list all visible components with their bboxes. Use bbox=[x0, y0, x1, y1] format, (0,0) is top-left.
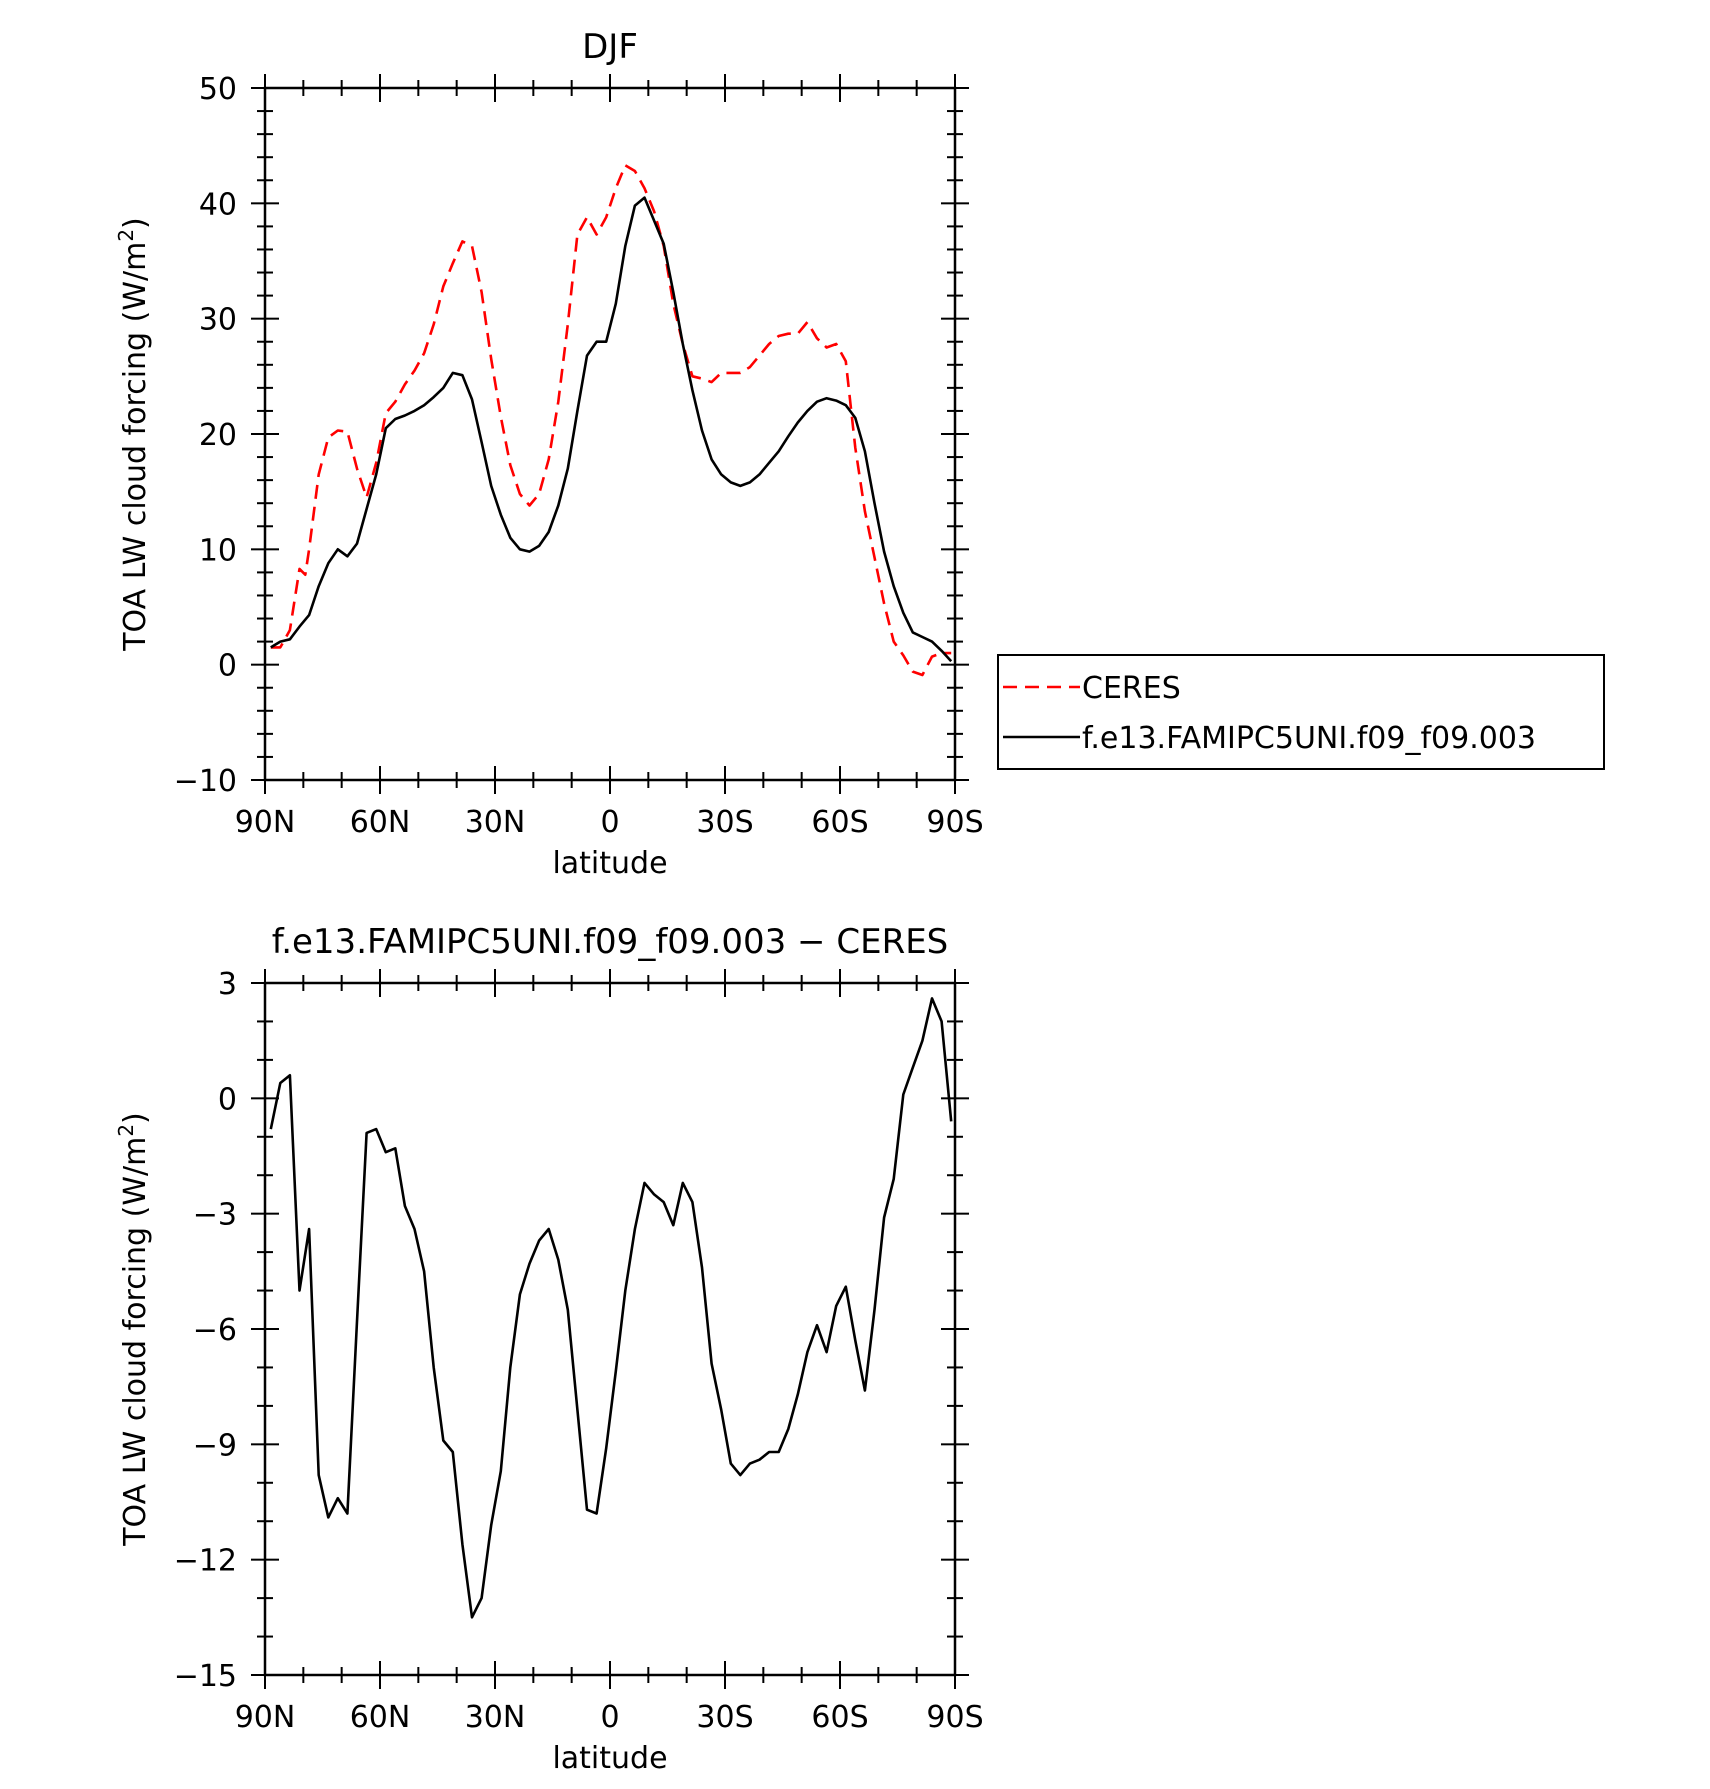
y-tick-label: 40 bbox=[199, 187, 237, 222]
x-tick-label: 60S bbox=[811, 805, 868, 840]
legend-box bbox=[997, 654, 1605, 770]
y-axis-label-text: TOA LW cloud forcing (W/m bbox=[118, 1137, 153, 1547]
y-axis-label-superscript: 2 bbox=[114, 1124, 138, 1137]
plot-frame bbox=[263, 981, 957, 1677]
x-tick-label: 30S bbox=[696, 1700, 753, 1735]
y-tick-label: 0 bbox=[218, 1082, 237, 1117]
y-tick-label: −6 bbox=[193, 1313, 237, 1348]
x-tick-label: 60S bbox=[811, 1700, 868, 1735]
x-axis-label: latitude bbox=[552, 846, 667, 881]
y-tick-label: 30 bbox=[199, 303, 237, 338]
x-tick-label: 90N bbox=[235, 805, 296, 840]
series-line-bottom bbox=[269, 997, 953, 1619]
top-panel-djf: DJF 90N 60N 30N 0 30S 60S 90S −10 0 10 20 30 40 50 lati… bbox=[114, 27, 984, 881]
x-tick-label: 0 bbox=[600, 1700, 619, 1735]
legend-label: f.e13.FAMIPC5UNI.f09_f09.003 bbox=[1082, 721, 1536, 756]
series-line-ceres bbox=[270, 164, 952, 677]
legend-label: CERES bbox=[1082, 671, 1181, 706]
chart-title: f.e13.FAMIPC5UNI.f09_f09.003 − CERES bbox=[272, 922, 949, 962]
x-tick-label: 30N bbox=[465, 805, 526, 840]
y-tick-label: −12 bbox=[174, 1544, 237, 1579]
y-tick-label: −9 bbox=[193, 1428, 237, 1463]
y-tick-label: 3 bbox=[218, 967, 237, 1002]
y-axis-label: TOA LW cloud forcing (W/m2) bbox=[114, 217, 153, 652]
bottom-panel-difference: f.e13.FAMIPC5UNI.f09_f09.003 − CERES 90N 6… bbox=[114, 922, 984, 1776]
x-tick-label: 30S bbox=[696, 805, 753, 840]
y-tick-label: 20 bbox=[199, 418, 237, 453]
x-tick-label: 90N bbox=[235, 1700, 296, 1735]
y-axis-label-close: ) bbox=[118, 1112, 153, 1124]
y-tick-label: −3 bbox=[193, 1198, 237, 1233]
y-axis-label-superscript: 2 bbox=[114, 229, 138, 242]
series-line-f-e13-famipc5uni-f09-f09-003 bbox=[270, 196, 953, 663]
chart-title: DJF bbox=[582, 27, 638, 67]
x-tick-label: 0 bbox=[600, 805, 619, 840]
legend: CERES f.e13.FAMIPC5UNI.f09_f09.003 bbox=[997, 654, 1605, 770]
x-axis-label: latitude bbox=[552, 1741, 667, 1776]
y-tick-label: 50 bbox=[199, 72, 237, 107]
y-tick-label: 10 bbox=[199, 533, 237, 568]
y-axis-label: TOA LW cloud forcing (W/m2) bbox=[114, 1112, 153, 1547]
x-tick-label: 60N bbox=[350, 1700, 411, 1735]
plot-frame bbox=[263, 86, 957, 782]
y-tick-label: −15 bbox=[174, 1659, 237, 1694]
x-tick-label: 30N bbox=[465, 1700, 526, 1735]
y-axis-label-text: TOA LW cloud forcing (W/m bbox=[118, 242, 153, 652]
y-tick-label: 0 bbox=[218, 649, 237, 684]
y-tick-label: −10 bbox=[174, 764, 237, 799]
x-tick-label: 60N bbox=[350, 805, 411, 840]
x-tick-label: 90S bbox=[926, 805, 983, 840]
y-axis-label-close: ) bbox=[118, 217, 153, 229]
x-tick-label: 90S bbox=[926, 1700, 983, 1735]
